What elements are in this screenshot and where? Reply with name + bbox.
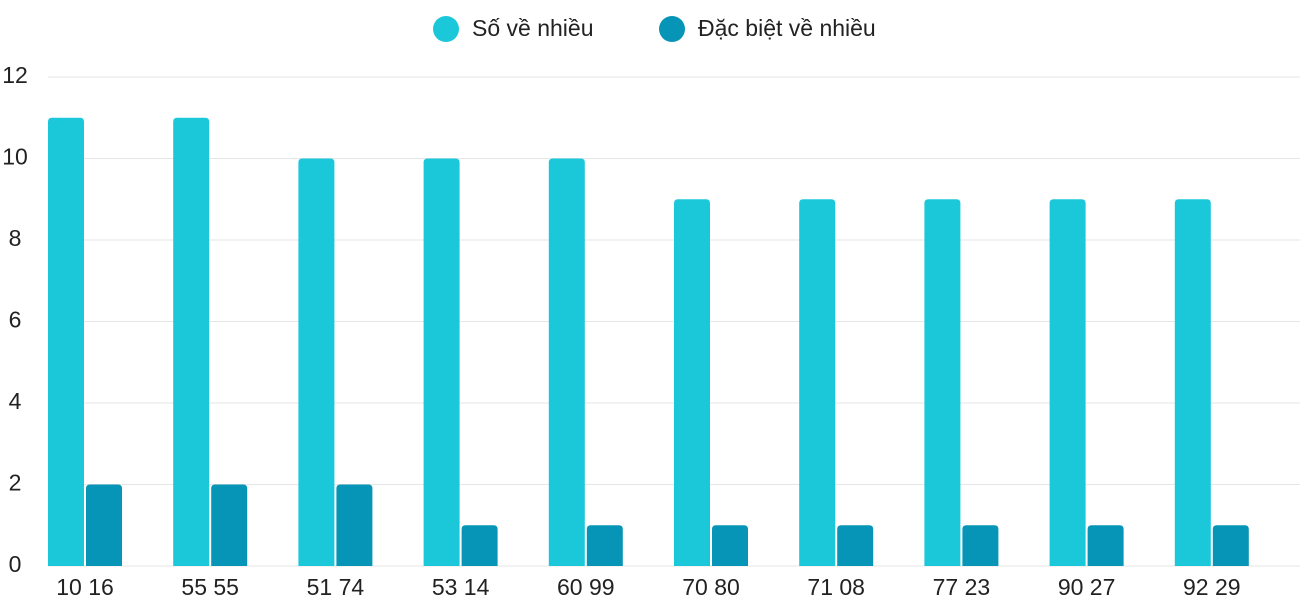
bar <box>548 158 585 566</box>
x-tick-label: 10 16 <box>56 574 114 600</box>
x-tick-label: 71 08 <box>807 574 865 600</box>
bar <box>211 484 248 566</box>
bar <box>962 525 999 566</box>
x-tick-label: 53 14 <box>432 574 490 600</box>
y-tick-label: 4 <box>9 388 22 414</box>
y-tick-label: 8 <box>9 225 22 251</box>
bar <box>1174 199 1211 566</box>
bar <box>336 484 373 566</box>
bar <box>1212 525 1249 566</box>
bar <box>712 525 748 566</box>
legend-label: Đặc biệt về nhiều <box>698 15 876 41</box>
bar <box>837 525 874 566</box>
x-tick-label: 77 23 <box>933 574 991 600</box>
x-tick-label: 90 27 <box>1058 574 1116 600</box>
x-tick-label: 92 29 <box>1183 574 1241 600</box>
legend-label: Số về nhiều <box>472 15 593 41</box>
bar <box>1049 199 1086 566</box>
legend-marker <box>433 16 459 42</box>
bar <box>461 525 498 566</box>
bar <box>674 199 710 566</box>
bar <box>48 117 84 566</box>
x-tick-label: 70 80 <box>682 574 740 600</box>
y-tick-label: 6 <box>9 307 22 333</box>
y-tick-label: 0 <box>9 551 22 577</box>
y-tick-label: 12 <box>2 62 28 88</box>
bar <box>423 158 460 566</box>
x-tick-label: 51 74 <box>307 574 365 600</box>
y-tick-label: 10 <box>2 144 28 170</box>
bar <box>86 484 122 566</box>
x-tick-label: 60 99 <box>557 574 615 600</box>
bar <box>586 525 623 566</box>
bar <box>799 199 836 566</box>
bar <box>173 117 210 566</box>
legend-marker <box>659 16 685 42</box>
y-tick-label: 2 <box>9 470 22 496</box>
x-tick-label: 55 55 <box>181 574 239 600</box>
bar <box>1087 525 1124 566</box>
bar <box>298 158 335 566</box>
bar <box>924 199 961 566</box>
